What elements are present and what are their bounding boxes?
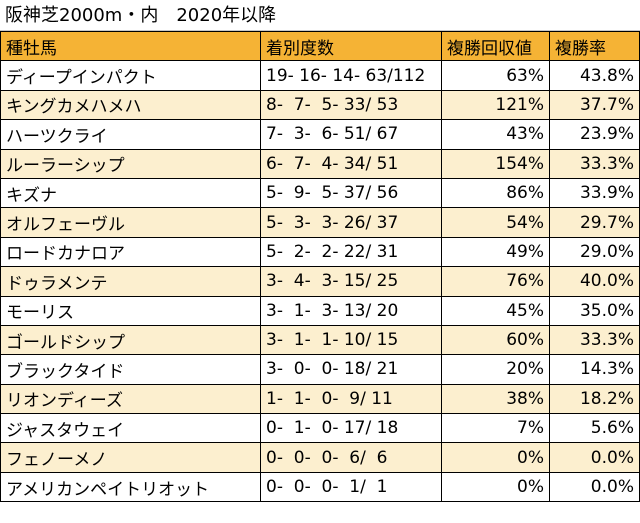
table-row: ジャスタウェイ 0- 1- 0- 17/ 18 7% 5.6% bbox=[0, 413, 640, 444]
record-cell: 7- 3- 6- 51/ 67 bbox=[260, 119, 442, 150]
column-header-place-return: 複勝回収値 bbox=[441, 30, 550, 62]
sire-name-cell: モーリス bbox=[0, 295, 261, 326]
sire-name-cell: ドゥラメンテ bbox=[0, 266, 261, 297]
record-cell: 6- 7- 4- 34/ 51 bbox=[260, 148, 442, 179]
place-return-cell: 60% bbox=[441, 324, 550, 356]
place-return-cell: 7% bbox=[441, 413, 550, 444]
place-rate-cell: 33.3% bbox=[549, 148, 640, 179]
place-rate-cell: 37.7% bbox=[549, 89, 640, 121]
record-cell: 0- 1- 0- 17/ 18 bbox=[260, 413, 442, 444]
record-cell: 0- 0- 0- 6/ 6 bbox=[260, 442, 442, 473]
place-return-cell: 43% bbox=[441, 119, 550, 150]
place-rate-cell: 14.3% bbox=[549, 354, 640, 385]
place-rate-cell: 33.3% bbox=[549, 324, 640, 356]
sire-name-cell: キングカメハメハ bbox=[0, 89, 261, 121]
sire-name-cell: ブラックタイド bbox=[0, 354, 261, 385]
place-return-cell: 154% bbox=[441, 148, 550, 179]
sire-name-cell: フェノーメノ bbox=[0, 442, 261, 473]
record-cell: 3- 1- 1- 10/ 15 bbox=[260, 324, 442, 356]
header-row: 種牡馬 着別度数 複勝回収値 複勝率 bbox=[0, 30, 640, 62]
column-header-sire: 種牡馬 bbox=[0, 30, 261, 62]
place-return-cell: 38% bbox=[441, 383, 550, 415]
sire-name-cell: キズナ bbox=[0, 177, 261, 209]
place-rate-cell: 29.0% bbox=[549, 236, 640, 268]
place-rate-cell: 0.0% bbox=[549, 471, 640, 503]
record-cell: 19- 16- 14- 63/112 bbox=[260, 60, 442, 91]
place-return-cell: 76% bbox=[441, 266, 550, 297]
record-cell: 5- 3- 3- 26/ 37 bbox=[260, 207, 442, 238]
table-row: ゴールドシップ 3- 1- 1- 10/ 15 60% 33.3% bbox=[0, 324, 640, 356]
table-body: ディープインパクト 19- 16- 14- 63/112 63% 43.8% キングカメ… bbox=[0, 60, 640, 503]
place-return-cell: 45% bbox=[441, 295, 550, 326]
table-row: ロードカナロア 5- 2- 2- 22/ 31 49% 29.0% bbox=[0, 236, 640, 268]
place-rate-cell: 23.9% bbox=[549, 119, 640, 150]
place-return-cell: 86% bbox=[441, 177, 550, 209]
table-row: ディープインパクト 19- 16- 14- 63/112 63% 43.8% bbox=[0, 60, 640, 91]
sire-name-cell: ルーラーシップ bbox=[0, 148, 261, 179]
table-row: アメリカンペイトリオット 0- 0- 0- 1/ 1 0% 0.0% bbox=[0, 471, 640, 503]
place-return-cell: 49% bbox=[441, 236, 550, 268]
place-rate-cell: 35.0% bbox=[549, 295, 640, 326]
place-rate-cell: 29.7% bbox=[549, 207, 640, 238]
place-rate-cell: 5.6% bbox=[549, 413, 640, 444]
sire-name-cell: ロードカナロア bbox=[0, 236, 261, 268]
place-return-cell: 0% bbox=[441, 471, 550, 503]
record-cell: 5- 2- 2- 22/ 31 bbox=[260, 236, 442, 268]
sire-name-cell: リオンディーズ bbox=[0, 383, 261, 415]
table-row: ルーラーシップ 6- 7- 4- 34/ 51 154% 33.3% bbox=[0, 148, 640, 179]
record-cell: 0- 0- 0- 1/ 1 bbox=[260, 471, 442, 503]
sire-name-cell: アメリカンペイトリオット bbox=[0, 471, 261, 503]
table-row: ドゥラメンテ 3- 4- 3- 15/ 25 76% 40.0% bbox=[0, 266, 640, 297]
record-cell: 1- 1- 0- 9/ 11 bbox=[260, 383, 442, 415]
table-row: キズナ 5- 9- 5- 37/ 56 86% 33.9% bbox=[0, 177, 640, 209]
table-row: フェノーメノ 0- 0- 0- 6/ 6 0% 0.0% bbox=[0, 442, 640, 473]
record-cell: 3- 1- 3- 13/ 20 bbox=[260, 295, 442, 326]
place-rate-cell: 18.2% bbox=[549, 383, 640, 415]
table-row: ブラックタイド 3- 0- 0- 18/ 21 20% 14.3% bbox=[0, 354, 640, 385]
place-return-cell: 20% bbox=[441, 354, 550, 385]
table-row: ハーツクライ 7- 3- 6- 51/ 67 43% 23.9% bbox=[0, 119, 640, 150]
record-cell: 5- 9- 5- 37/ 56 bbox=[260, 177, 442, 209]
place-rate-cell: 0.0% bbox=[549, 442, 640, 473]
table-row: オルフェーヴル 5- 3- 3- 26/ 37 54% 29.7% bbox=[0, 207, 640, 238]
record-cell: 8- 7- 5- 33/ 53 bbox=[260, 89, 442, 121]
sire-stats-table: 種牡馬 着別度数 複勝回収値 複勝率 ディープインパクト 19- 16- 14- … bbox=[0, 30, 640, 503]
table-row: モーリス 3- 1- 3- 13/ 20 45% 35.0% bbox=[0, 295, 640, 326]
sire-name-cell: ディープインパクト bbox=[0, 60, 261, 91]
column-header-place-rate: 複勝率 bbox=[549, 30, 640, 62]
table-row: リオンディーズ 1- 1- 0- 9/ 11 38% 18.2% bbox=[0, 383, 640, 415]
sire-name-cell: ジャスタウェイ bbox=[0, 413, 261, 444]
sheet-title: 阪神芝2000m・内 2020年以降 bbox=[0, 0, 640, 31]
record-cell: 3- 4- 3- 15/ 25 bbox=[260, 266, 442, 297]
place-return-cell: 63% bbox=[441, 60, 550, 91]
place-return-cell: 0% bbox=[441, 442, 550, 473]
place-rate-cell: 33.9% bbox=[549, 177, 640, 209]
table-row: キングカメハメハ 8- 7- 5- 33/ 53 121% 37.7% bbox=[0, 89, 640, 121]
sire-name-cell: ゴールドシップ bbox=[0, 324, 261, 356]
place-rate-cell: 43.8% bbox=[549, 60, 640, 91]
place-rate-cell: 40.0% bbox=[549, 266, 640, 297]
sire-name-cell: ハーツクライ bbox=[0, 119, 261, 150]
record-cell: 3- 0- 0- 18/ 21 bbox=[260, 354, 442, 385]
place-return-cell: 54% bbox=[441, 207, 550, 238]
place-return-cell: 121% bbox=[441, 89, 550, 121]
sire-name-cell: オルフェーヴル bbox=[0, 207, 261, 238]
column-header-record: 着別度数 bbox=[260, 30, 442, 62]
